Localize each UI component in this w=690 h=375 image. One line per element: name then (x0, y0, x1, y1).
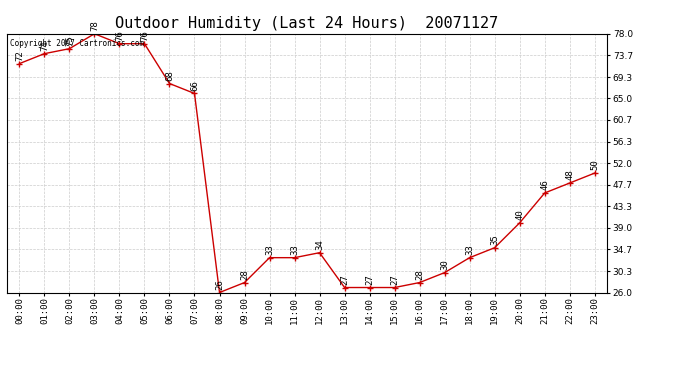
Text: 26: 26 (215, 279, 224, 290)
Title: Outdoor Humidity (Last 24 Hours)  20071127: Outdoor Humidity (Last 24 Hours) 2007112… (115, 16, 499, 31)
Text: 74: 74 (40, 40, 49, 51)
Text: 28: 28 (415, 269, 424, 280)
Text: 76: 76 (115, 30, 124, 41)
Text: 27: 27 (390, 274, 399, 285)
Text: 68: 68 (165, 70, 174, 81)
Text: 75: 75 (65, 35, 74, 46)
Text: 28: 28 (240, 269, 249, 280)
Text: 30: 30 (440, 259, 449, 270)
Text: 33: 33 (265, 244, 274, 255)
Text: 40: 40 (515, 209, 524, 220)
Text: 48: 48 (565, 170, 574, 180)
Text: 78: 78 (90, 20, 99, 31)
Text: Copyright 2007 Cartronics.com: Copyright 2007 Cartronics.com (10, 39, 144, 48)
Text: 66: 66 (190, 80, 199, 91)
Text: 72: 72 (15, 50, 24, 61)
Text: 35: 35 (490, 234, 499, 245)
Text: 76: 76 (140, 30, 149, 41)
Text: 33: 33 (290, 244, 299, 255)
Text: 34: 34 (315, 239, 324, 250)
Text: 46: 46 (540, 180, 549, 190)
Text: 33: 33 (465, 244, 474, 255)
Text: 27: 27 (340, 274, 349, 285)
Text: 50: 50 (590, 159, 599, 170)
Text: 27: 27 (365, 274, 374, 285)
